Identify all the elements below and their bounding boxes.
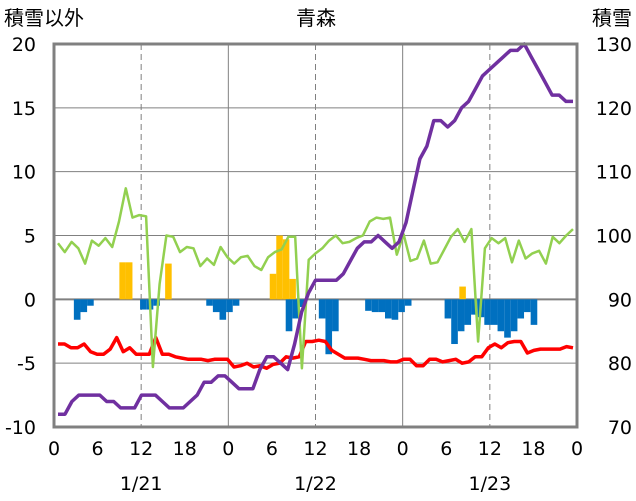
sunshine_negative-bar [404,299,412,306]
chart-title: 青森 [296,6,336,30]
x-tick-label: 12 [303,438,327,460]
y-right-tick-label: 110 [596,162,632,184]
sunshine_negative-bar [292,299,299,319]
sunshine_negative-bar [504,299,511,338]
y-right-tick-label: 100 [596,226,632,248]
y-right-tick-label: 80 [608,353,632,375]
sunshine_negative-bar [140,299,147,310]
date-label: 1/22 [294,473,337,495]
precipitation-bar [125,262,133,300]
temperature-line [58,335,574,371]
sunshine_negative-bar [497,299,505,332]
y-right-tick-labels: 130 120 110 100 90 80 70 [596,34,632,439]
sunshine_negative-bar [87,299,94,306]
sunshine_negative-bar [391,299,399,320]
date-labels: 1/21 1/22 1/23 [120,473,511,495]
date-label: 1/21 [120,473,163,495]
sunshine_negative-bar [226,299,233,313]
sunshine_negative-bar [325,299,333,355]
sunshine_negative-bar [153,299,160,306]
y-right-axis-label: 積雪 [592,6,632,30]
y-right-tick-label: 70 [608,417,632,439]
sunshine_negative-bar [285,299,293,332]
sunshine_negative-bar [212,299,220,313]
bar-series [73,235,538,355]
x-tick-label: 18 [521,438,545,460]
sunshine_negative-bar [524,299,531,313]
precipitation-bar [276,235,283,300]
plot-frame [52,42,579,429]
snow_depth-line [58,42,573,416]
sunshine_negative-bar [444,299,452,319]
sunshine_negative-bar [73,299,81,320]
sunshine_negative-bar [510,299,518,332]
sunshine_negative-bar [371,299,379,313]
x-tick-label: 12 [478,438,502,460]
sunshine_negative-bar [219,299,227,320]
grid-lines [54,44,577,427]
y-right-tick-label: 130 [596,34,632,56]
precipitation-bar [165,263,172,300]
sunshine_negative-bar [232,299,240,306]
x-tick-labels: 0 6 12 18 0 6 12 18 0 6 12 18 0 [48,438,583,460]
sunshine_negative-bar [80,299,88,313]
sunshine_negative-bar [451,299,458,345]
y-left-tick-label: 20 [12,34,36,56]
sunshine_negative-bar [517,299,525,319]
sunshine_negative-bar [464,299,472,325]
y-left-tick-label: -5 [17,353,36,375]
x-tick-label: 12 [129,438,153,460]
y-left-tick-label: 0 [24,289,36,311]
x-tick-label: 18 [347,438,371,460]
y-left-tick-label: 10 [12,162,36,184]
precipitation-bar [119,262,126,300]
sunshine_negative-bar [490,299,498,325]
x-tick-label: 18 [173,438,197,460]
sunshine_negative-bar [298,299,306,307]
sunshine_negative-bar [318,299,326,319]
sunshine_negative-bar [206,299,213,306]
y-left-axis-label: 積雪以外 [4,6,84,30]
precipitation-bar [289,278,296,300]
y-left-tick-label: 15 [12,98,36,120]
y-right-tick-label: 90 [608,289,632,311]
sunshine_negative-bar [378,299,386,313]
y-right-tick-label: 120 [596,98,632,120]
x-tick-label: 6 [266,438,278,460]
x-tick-label: 6 [92,438,104,460]
sunshine_negative-bar [365,299,372,311]
sunshine_negative-bar [484,299,491,325]
y-left-tick-labels: 20 15 10 5 0 -5 -10 [5,34,36,439]
y-left-tick-label: -10 [5,417,36,439]
x-tick-label: 0 [48,438,60,460]
x-tick-label: 0 [222,438,234,460]
sunshine_negative-bar [471,299,478,315]
sunshine_negative-bar [398,299,405,313]
line-series [57,42,574,416]
sunshine_negative-bar [385,299,392,319]
sunshine_negative-bar [530,299,538,325]
sunshine_negative-bar [332,299,339,332]
wind_speed-line [57,187,574,370]
precipitation-bar [459,286,466,300]
precipitation-bar [282,239,290,300]
x-tick-label: 0 [397,438,409,460]
precipitation-bar [269,273,277,300]
y-left-tick-label: 5 [24,226,36,248]
date-label: 1/23 [468,473,511,495]
x-tick-label: 0 [571,438,583,460]
sunshine_negative-bar [457,299,465,332]
x-tick-label: 6 [440,438,452,460]
